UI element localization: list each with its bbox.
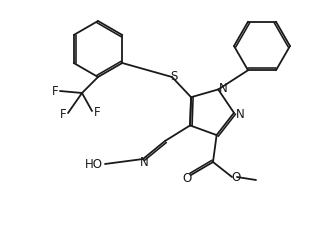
Text: O: O [231,171,241,184]
Text: F: F [60,108,66,121]
Text: F: F [52,85,58,98]
Text: N: N [236,108,244,121]
Text: HO: HO [85,158,103,171]
Text: F: F [94,106,100,119]
Text: N: N [139,156,148,169]
Text: O: O [182,172,191,185]
Text: N: N [219,82,228,94]
Text: S: S [170,70,178,83]
